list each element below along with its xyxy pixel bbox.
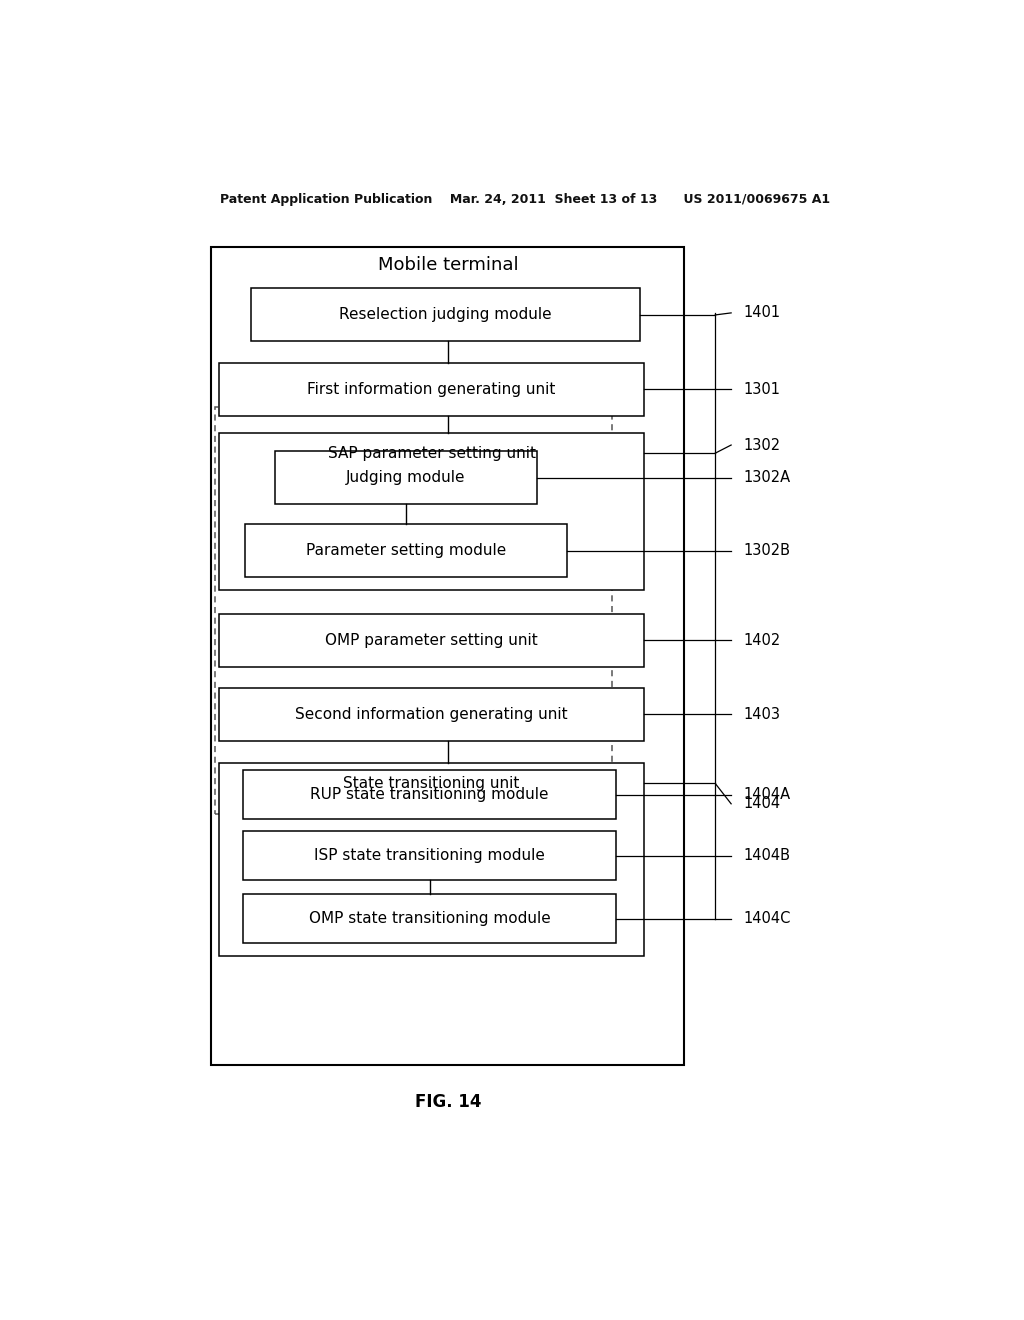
- Text: OMP state transitioning module: OMP state transitioning module: [308, 911, 551, 927]
- Text: 1401: 1401: [743, 305, 780, 321]
- Text: Mobile terminal: Mobile terminal: [378, 256, 518, 275]
- Bar: [243, 832, 616, 880]
- Bar: [243, 771, 616, 818]
- Text: 1302B: 1302B: [743, 544, 791, 558]
- Text: Reselection judging module: Reselection judging module: [339, 308, 552, 322]
- Text: SAP parameter setting unit: SAP parameter setting unit: [328, 446, 536, 461]
- Text: FIG. 14: FIG. 14: [415, 1093, 481, 1110]
- Text: 1302A: 1302A: [743, 470, 791, 484]
- Text: RUP state transitioning module: RUP state transitioning module: [310, 787, 549, 803]
- Bar: [219, 363, 644, 416]
- Bar: [211, 247, 684, 1065]
- Text: Patent Application Publication    Mar. 24, 2011  Sheet 13 of 13      US 2011/006: Patent Application Publication Mar. 24, …: [220, 193, 829, 206]
- Text: Judging module: Judging module: [346, 470, 466, 484]
- Text: 1301: 1301: [743, 381, 780, 396]
- Bar: [219, 433, 644, 590]
- Bar: [215, 408, 612, 814]
- Bar: [219, 763, 644, 956]
- Text: OMP parameter setting unit: OMP parameter setting unit: [326, 632, 538, 648]
- Text: 1402: 1402: [743, 632, 780, 648]
- Text: First information generating unit: First information generating unit: [307, 381, 556, 396]
- Text: 1404: 1404: [743, 796, 780, 812]
- Bar: [251, 289, 640, 342]
- Text: 1404C: 1404C: [743, 911, 791, 927]
- Bar: [274, 451, 537, 504]
- Text: 1403: 1403: [743, 708, 780, 722]
- Bar: [243, 894, 616, 942]
- Text: Parameter setting module: Parameter setting module: [306, 544, 506, 558]
- Text: ISP state transitioning module: ISP state transitioning module: [314, 849, 545, 863]
- Text: Second information generating unit: Second information generating unit: [295, 708, 568, 722]
- Text: 1404A: 1404A: [743, 787, 791, 803]
- Bar: [246, 524, 567, 577]
- Text: State transitioning unit: State transitioning unit: [343, 776, 520, 791]
- Text: 1404B: 1404B: [743, 849, 791, 863]
- Bar: [219, 688, 644, 741]
- Text: 1302: 1302: [743, 437, 780, 453]
- Bar: [219, 614, 644, 667]
